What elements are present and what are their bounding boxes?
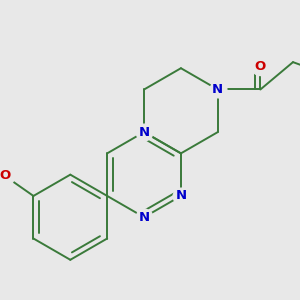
Text: N: N	[139, 126, 150, 139]
Text: N: N	[212, 83, 224, 96]
Text: O: O	[0, 169, 11, 182]
Text: N: N	[176, 189, 187, 203]
Text: O: O	[255, 60, 266, 73]
Text: N: N	[139, 211, 150, 224]
